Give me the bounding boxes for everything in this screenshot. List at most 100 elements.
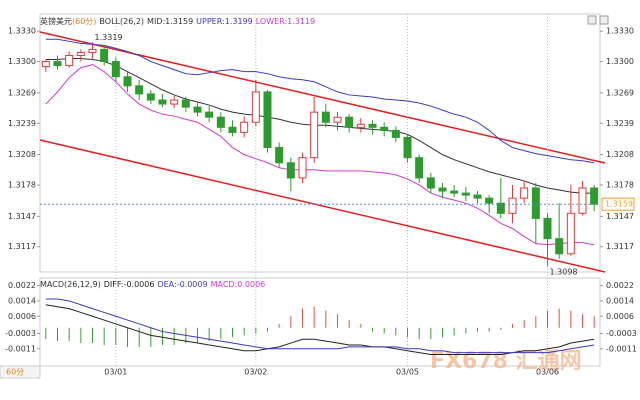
candle-body [298,157,307,179]
candle-body [111,61,120,78]
legend-entry: MID:1.3159 [147,17,194,26]
y-tick-label: 1.3300 [8,57,36,66]
candle-body [403,136,412,159]
macd-panel [39,277,601,367]
y-tick-label: 1.3330 [8,27,36,36]
y-tick-label: 0.0022 [606,281,634,290]
period-tab[interactable]: 60分 [6,368,24,377]
legend: DIFF:-0.0006 DEA:-0.0009 MACD:0.0006 [104,280,268,289]
indicator: BOLL(26,2) [99,17,145,26]
window-button[interactable] [599,15,609,25]
candle-body [146,93,155,101]
y-tick-label: -0.0011 [606,344,637,353]
band-line [45,64,595,246]
extreme-label: 1.3098 [550,267,578,276]
y-tick-label: 1.3269 [606,88,634,97]
y-tick-label: 1.3147 [8,212,36,221]
y-tick-label: -0.0011 [5,344,36,353]
candle-body [566,212,575,255]
period-tab-box[interactable] [0,365,41,379]
candle-body [555,238,564,255]
y-tick-label: 1.3269 [8,88,36,97]
legend-entry: DEA:-0.0009 [157,280,208,289]
legend-entry: UPPER:1.3199 [196,17,253,26]
candle-body [88,48,97,53]
last-price-label: 1.3159 [605,200,633,209]
y-tick-label: 1.3239 [606,119,634,128]
candle-body [520,187,529,199]
candle-body [345,116,354,128]
candle-body [310,111,319,159]
candle-body [53,61,62,67]
candle-body [158,99,167,105]
y-tick-label: -0.0003 [606,329,637,338]
candle-body [135,85,144,95]
y-tick-label: 0.0006 [8,312,36,321]
channel-lower [39,139,606,273]
symbol: 英镑美元 [40,17,72,26]
candle-body [240,121,249,133]
price-panel [39,13,601,273]
watermark: FX678 汇通网 [430,349,582,374]
macd-line [45,298,595,354]
y-tick-label: 1.3117 [8,242,36,251]
macd-header: MACD(26,12,9) DIFF:-0.0006 DEA:-0.0009 MACD… [40,280,271,289]
y-tick-label: 1.3330 [606,27,634,36]
candle-body [193,106,202,113]
candle-body [333,116,342,123]
y-tick-label: -0.0003 [5,329,36,338]
candle-body [531,187,540,219]
y-tick-label: 1.3239 [8,119,36,128]
candle-body [426,177,435,189]
candle-body [65,54,74,67]
y-tick-label: 1.3300 [606,57,634,66]
candle-body [286,162,295,179]
period: (60分) [72,17,97,26]
candle-body [578,187,587,214]
y-tick-label: 1.3208 [8,150,36,159]
legend: MID:1.3159 UPPER:1.3199 LOWER:1.3119 [147,17,318,26]
candle-body [508,197,517,214]
candle-body [415,157,424,179]
x-tick-label: 03/05 [396,368,419,377]
y-tick-label: 0.0006 [606,312,634,321]
indicator: MACD(26,12,9) [40,280,101,289]
candle-body [216,116,225,128]
macd-line [45,304,595,356]
candle-body [170,99,179,105]
window-button[interactable] [587,15,597,25]
y-tick-label: 1.3147 [606,212,634,221]
candle-body [263,91,272,149]
x-tick-label: 03/01 [104,368,127,377]
y-tick-label: 0.0014 [8,296,36,305]
y-tick-label: 1.3178 [606,180,634,189]
candle-body [76,51,85,56]
candle-body [496,202,505,214]
candle-body [461,192,470,196]
candle-body [590,187,599,205]
candle-body [391,129,400,138]
candle-body [380,126,389,131]
candle-body [321,111,330,123]
candle-body [181,99,190,108]
y-tick-label: 0.0014 [606,296,634,305]
candle-body [228,126,237,133]
last-price-box [601,197,635,211]
band-line [45,58,595,194]
band-line [45,38,595,164]
candle-body [368,123,377,128]
candle-body [450,190,459,194]
candle-body [41,61,50,68]
candle-body [473,194,482,199]
candle-body [100,48,109,63]
price-header: 英镑美元(60分) BOLL(26,2) MID:1.3159 UPPER:1.319… [40,16,321,27]
x-tick-label: 03/02 [244,368,267,377]
candle-body [251,91,260,123]
candle-body [485,197,494,204]
extreme-label: 1.3319 [95,33,123,42]
candle-body [438,187,447,192]
candle-body [275,147,284,164]
candle-body [123,76,132,87]
